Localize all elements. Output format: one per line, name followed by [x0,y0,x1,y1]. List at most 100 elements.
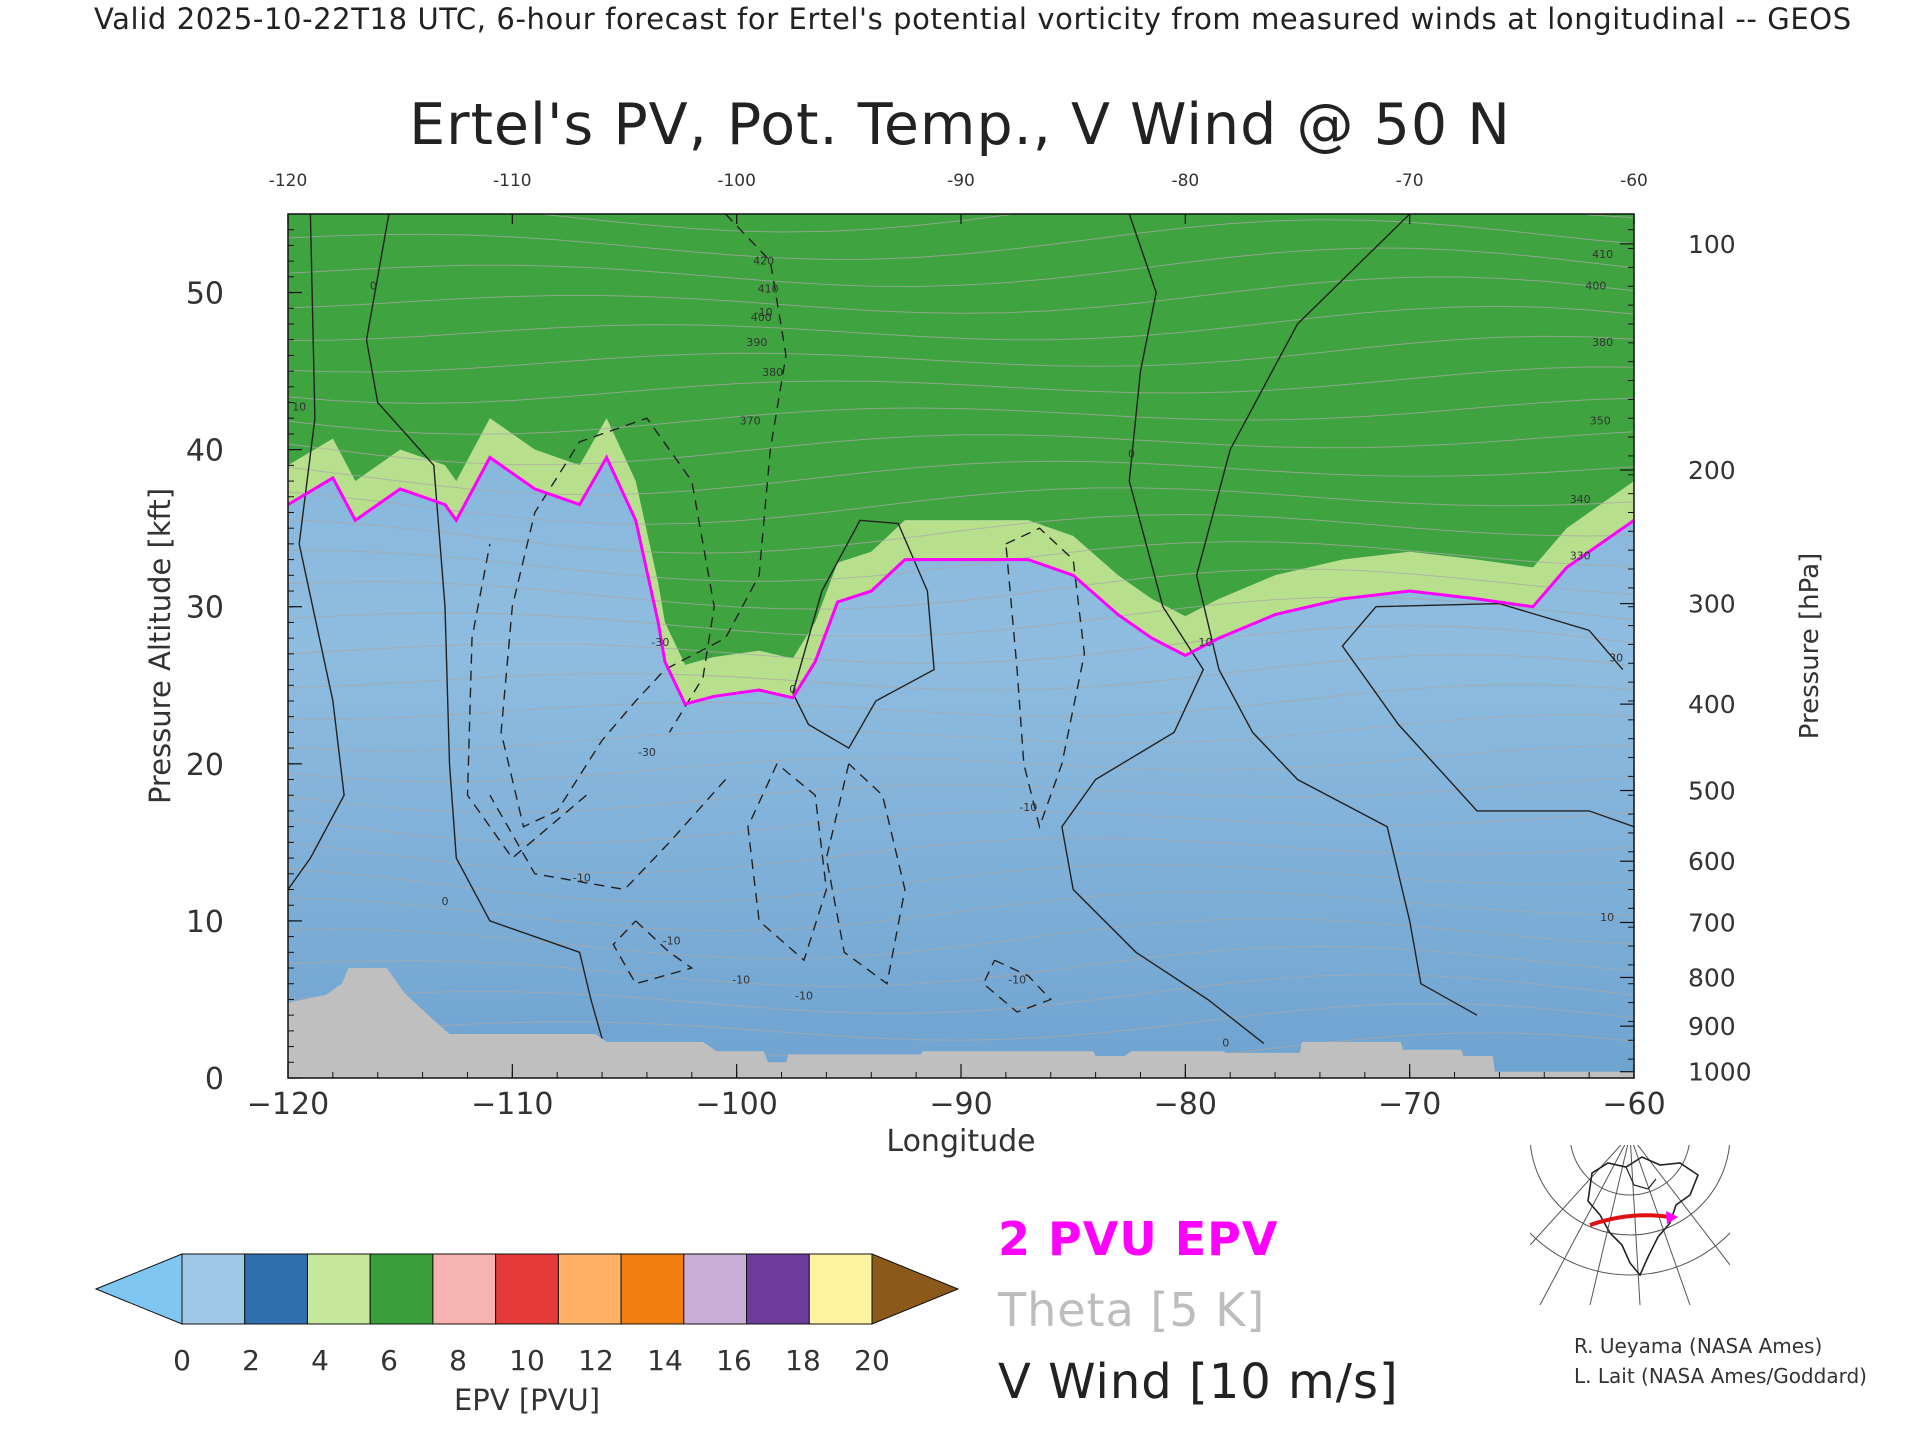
colorbar-segment [432,1253,497,1325]
theta-contour [288,397,1634,435]
wind-contour [1061,214,1265,1044]
theta-contour [288,837,1634,874]
wind-label: -10 [1008,974,1026,987]
x-top-tick-label: -90 [947,171,975,191]
x-tick-label: −120 [247,1087,329,1122]
theta-contour [288,366,1634,404]
wind-label: 10 [1600,911,1614,924]
colorbar-tick-label: 0 [173,1344,191,1377]
wind-contour [466,543,587,860]
credit-line-1: R. Ueyama (NASA Ames) [1574,1334,1823,1358]
chart-title: Ertel's PV, Pot. Temp., V Wind @ 50 N [409,92,1511,158]
pressure-tick-label: 700 [1688,908,1736,937]
legend-theta: Theta [5 K] [998,1283,1266,1337]
wind-contour [1341,602,1634,828]
terrain-fill [288,968,1634,1078]
wind-contours [288,214,1634,1044]
colorbar-segment [495,1253,559,1325]
pressure-tick-label: 400 [1688,690,1736,719]
theta-contour [288,918,1634,960]
theta-contour [288,714,1634,752]
colorbar-under-arrow [94,1253,183,1325]
wind-label: -10 [755,306,773,319]
stratosphere-band [288,214,1634,665]
y-tick-label: 50 [186,277,224,312]
theta-contours [288,214,1634,1068]
legend-2pvu: 2 PVU EPV [998,1212,1279,1266]
colorbar-segment [369,1253,434,1325]
pressure-tick-label: 600 [1688,847,1736,876]
x-top-tick-label: -110 [493,171,532,191]
theta-contour [288,568,1634,610]
y-tick-label: 30 [186,591,224,626]
colorbar-segment [557,1253,622,1325]
theta-label: 390 [746,336,767,349]
colorbar-segment [746,1253,810,1325]
wind-label: 0 [442,895,449,908]
colorbar-tick-label: 14 [647,1344,683,1377]
wind-label: 0 [789,683,796,696]
wind-label: -10 [1019,801,1037,814]
theta-contour [288,945,1634,987]
wind-label: -30 [651,636,669,649]
wind-label: 10 [1199,636,1213,649]
x-tick-label: −100 [695,1087,777,1122]
theta-label: 380 [762,366,783,379]
theta-contour [288,974,1634,1014]
x-top-tick-label: -120 [269,171,308,191]
theta-label: 330 [1570,550,1591,563]
north-america-polar-map-icon [1530,1145,1730,1305]
wind-label: -10 [732,974,750,987]
theta-contour [288,431,1634,466]
wind-contour [792,519,935,750]
colorbar-tick-label: 8 [449,1344,467,1377]
colorbar: 0 2 4 6 8 10 12 14 16 18 20 EPV [PVU] [94,1253,960,1417]
wind-contour [1195,214,1478,1016]
theta-contour [288,541,1634,582]
colorbar-tick-label: 2 [242,1344,260,1377]
colorbar-segment [306,1253,371,1325]
y-tick-label: 0 [205,1062,224,1097]
pressure-tick-label: 300 [1688,590,1736,619]
theta-label: 420 [753,254,774,267]
theta-contour [288,810,1634,844]
x-top-tick-label: -70 [1396,171,1424,191]
wind-contour [365,214,603,1039]
pressure-tick-label: 200 [1688,456,1736,485]
y2-axis-label: Pressure [hPa] [1795,553,1825,740]
wind-contour [612,920,694,985]
colorbar-segment [683,1253,748,1325]
wind-label: 0 [370,279,377,292]
wind-contour [1005,527,1086,830]
pressure-tick-label: 900 [1688,1012,1736,1041]
wind-label: -10 [573,872,591,885]
theta-contour [288,247,1634,288]
theta-contour [288,625,1634,664]
theta-label: 410 [1592,248,1613,261]
y-tick-label: 10 [186,905,224,940]
x-tick-label: −80 [1154,1087,1217,1122]
theta-label: 400 [751,311,772,324]
wind-contour [288,214,345,890]
theta-contour [288,1003,1634,1041]
colorbar-tick-label: 4 [311,1344,329,1377]
pressure-tick-label: 1000 [1688,1058,1752,1087]
theta-label: 370 [740,415,761,428]
colorbar-tick-label: 10 [509,1344,545,1377]
axes: −120-120−110-110−100-100−90-90−80-80−70-… [143,171,1825,1159]
plot-area: 420 410 400 390 380 370 340 330 350 380 400 410 0 10 0… [288,214,1634,1078]
x-tick-label: −70 [1378,1087,1441,1122]
wind-label: 30 [1609,652,1623,665]
theta-label: 380 [1592,336,1613,349]
x-tick-label: −110 [471,1087,553,1122]
wind-label: -10 [795,990,813,1003]
theta-contour [288,460,1634,496]
colorbar-tick-label: 12 [578,1344,614,1377]
wind-label: 0 [1222,1037,1229,1050]
wind-contour [747,763,828,962]
colorbar-segment [808,1253,873,1325]
x-tick-label: −60 [1602,1087,1665,1122]
x-tick-label: −90 [929,1087,992,1122]
contour-labels: 420 410 400 390 380 370 340 330 350 380 400 410 0 10 0… [292,248,1623,1050]
